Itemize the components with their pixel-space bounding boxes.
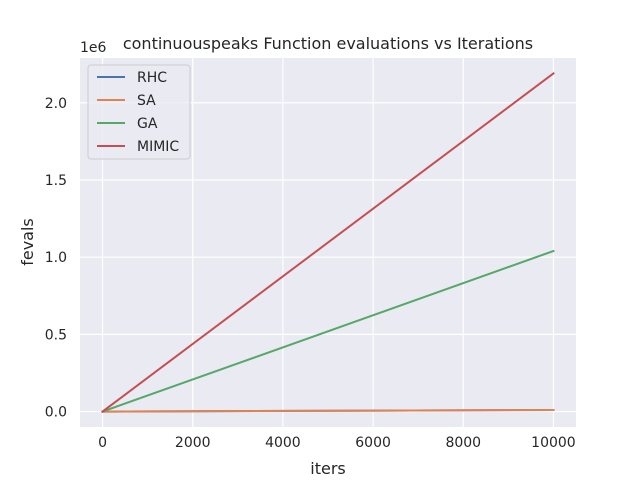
legend-label-rhc: RHC [137, 70, 167, 86]
x-tick-label: 4000 [265, 435, 301, 451]
y-tick-labels: 0.0 0.5 1.0 1.5 2.0 [45, 96, 67, 421]
x-tick-label: 10000 [531, 435, 576, 451]
legend-label-mimic: MIMIC [137, 139, 179, 155]
x-axis-label: iters [310, 459, 345, 478]
x-tick-label: 0 [98, 435, 107, 451]
series-lines [101, 72, 555, 413]
y-tick-label: 0.5 [45, 327, 67, 343]
legend-box [87, 64, 191, 160]
legend: RHC SA GA MIMIC [87, 64, 191, 160]
x-tick-label: 8000 [445, 435, 481, 451]
y-offset-label: 1e6 [80, 40, 107, 56]
y-tick-label: 2.0 [45, 96, 67, 112]
y-tick-label: 1.5 [45, 173, 67, 189]
chart-title: continuouspeaks Function evaluations vs … [123, 34, 533, 53]
y-tick-label: 1.0 [45, 250, 67, 266]
series-line-mimic [101, 72, 555, 413]
y-axis-label: fevals [18, 218, 37, 266]
legend-label-sa: SA [137, 93, 156, 109]
x-tick-labels: 0 2000 4000 6000 8000 10000 [98, 435, 576, 451]
legend-label-ga: GA [137, 116, 158, 132]
y-tick-label: 0.0 [45, 405, 67, 421]
grid-lines [80, 58, 576, 427]
series-line-ga [101, 249, 555, 413]
x-tick-label: 6000 [355, 435, 391, 451]
x-tick-label: 2000 [175, 435, 211, 451]
series-line-sa [101, 409, 555, 413]
